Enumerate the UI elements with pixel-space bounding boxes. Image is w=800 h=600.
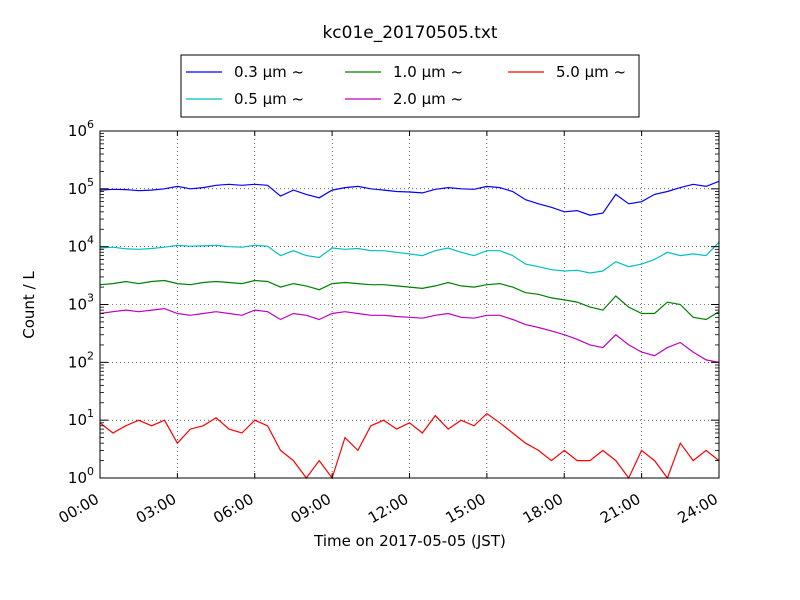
legend-label: 0.3 μm ~ <box>234 63 304 81</box>
x-tick-label: 06:00 <box>210 490 256 527</box>
x-tick-label: 15:00 <box>442 490 488 527</box>
legend-label: 2.0 μm ~ <box>393 90 463 108</box>
y-tick-label: 105 <box>68 176 94 198</box>
series-lines <box>99 180 720 480</box>
chart-title: kc01e_20170505.txt <box>322 23 497 43</box>
legend-item-5: 5.0 μm ~ <box>508 63 626 81</box>
x-tick-label: 03:00 <box>133 490 179 527</box>
y-tick-label: 106 <box>68 118 94 140</box>
legend-label: 5.0 μm ~ <box>556 63 626 81</box>
legend-item-2: 0.5 μm ~ <box>186 90 304 108</box>
x-tick-label: 00:00 <box>56 490 102 527</box>
y-tick-label: 104 <box>68 234 94 256</box>
legend: 0.3 μm ~ 0.5 μm ~ 1.0 μm ~ 2.0 μm ~ 5.0 μm ~ <box>180 54 640 118</box>
legend-item-3: 1.0 μm ~ <box>345 63 463 81</box>
legend-item-1: 0.3 μm ~ <box>186 63 304 81</box>
series-line-5 <box>99 412 720 480</box>
series-line-1 <box>99 180 720 216</box>
y-tick-label: 103 <box>68 292 94 314</box>
series-line-2 <box>99 241 720 274</box>
legend-frame <box>180 54 640 118</box>
legend-label: 1.0 μm ~ <box>393 63 463 81</box>
x-tick-label: 18:00 <box>520 490 566 527</box>
y-tick-label: 100 <box>68 465 94 487</box>
y-tick-label: 101 <box>68 407 94 429</box>
x-axis-label: Time on 2017-05-05 (JST) <box>313 532 506 550</box>
x-tick-label: 09:00 <box>288 490 334 527</box>
y-axis-label: Count / L <box>20 271 38 339</box>
series-line-4 <box>99 307 720 363</box>
series-line-3 <box>99 279 720 321</box>
x-tick-label: 12:00 <box>365 490 411 527</box>
y-tick-label: 102 <box>68 349 94 371</box>
axis-ticks: 00:00 03:00 06:00 09:00 12:00 15:00 18:00 21:00… <box>56 118 721 527</box>
x-tick-label: 21:00 <box>597 490 643 527</box>
legend-label: 0.5 μm ~ <box>234 90 304 108</box>
legend-item-4: 2.0 μm ~ <box>345 90 463 108</box>
x-tick-label: 24:00 <box>675 490 721 527</box>
